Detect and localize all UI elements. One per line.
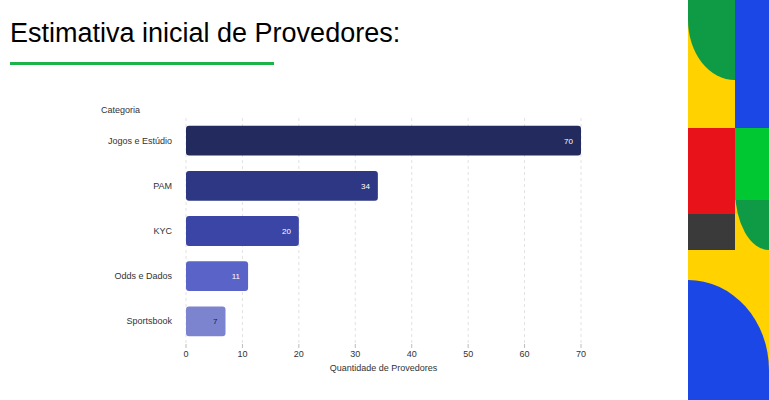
deco-blue: [735, 0, 769, 128]
bar: [186, 126, 581, 156]
deco-green: [688, 0, 735, 80]
title-underline: [10, 62, 274, 65]
deco-green: [735, 128, 769, 250]
tick-mark: [411, 344, 412, 348]
tick-mark: [298, 344, 299, 348]
category-label: Odds e Dados: [114, 271, 172, 281]
x-tick-label: 30: [350, 349, 360, 359]
bar: [186, 171, 378, 201]
deco-dark: [688, 214, 735, 250]
x-tick-label: 10: [237, 349, 247, 359]
bars: [186, 126, 581, 337]
data-label: 70: [564, 137, 573, 146]
deco-red: [688, 128, 735, 214]
tick-mark: [186, 344, 187, 348]
category-label: Jogos e Estúdio: [108, 136, 172, 146]
tick-mark: [468, 344, 469, 348]
category-label: KYC: [153, 226, 172, 236]
bar: [186, 306, 226, 336]
x-tick-label: 70: [576, 349, 586, 359]
tick-mark: [524, 344, 525, 348]
x-axis-title: Quantidade de Provedores: [330, 363, 438, 373]
category-label: PAM: [153, 181, 172, 191]
data-label: 34: [361, 182, 370, 191]
x-tick-label: 60: [520, 349, 530, 359]
deco-blue: [688, 280, 769, 400]
x-tick-label: 40: [407, 349, 417, 359]
y-axis-title: Categoria: [101, 105, 140, 115]
x-tick-label: 20: [294, 349, 304, 359]
category-label: Sportsbook: [126, 316, 172, 326]
bar: [186, 261, 248, 291]
deco-green-light: [735, 128, 769, 200]
tick-mark: [581, 344, 582, 348]
x-tick-label: 50: [463, 349, 473, 359]
title: Estimativa inicial de Provedores:: [10, 18, 400, 48]
x-tick-label: 0: [183, 349, 188, 359]
data-label: 7: [213, 317, 218, 326]
bar: [186, 216, 299, 246]
tick-mark: [242, 344, 243, 348]
data-label: 11: [232, 272, 241, 281]
data-label: 20: [282, 227, 291, 236]
deco-yellow: [688, 0, 769, 400]
decoration: [688, 0, 769, 400]
tick-mark: [355, 344, 356, 348]
